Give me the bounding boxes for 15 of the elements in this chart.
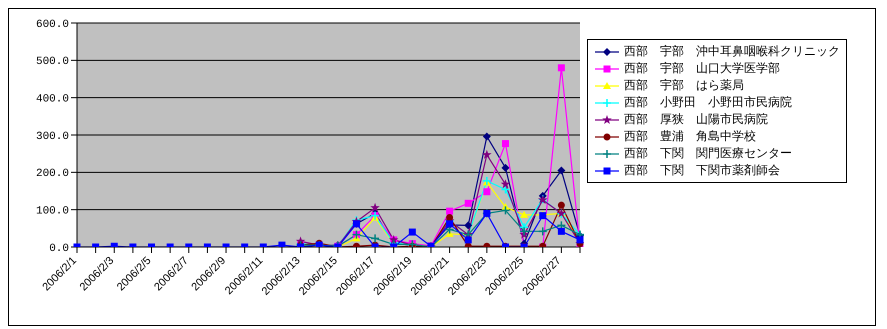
legend-label: 西部 宇部 沖中耳鼻咽喉科クリニック — [624, 43, 840, 60]
legend-label: 西部 厚狭 山陽市民病院 — [624, 111, 768, 128]
y-tick-label: 500.0 — [36, 56, 69, 68]
y-tick-label: 200.0 — [36, 168, 69, 180]
legend-label: 西部 宇部 はら薬局 — [624, 77, 744, 94]
legend-label: 西部 下関 関門医療センター — [624, 145, 792, 162]
y-tick-label: 300.0 — [36, 130, 69, 143]
legend-label: 西部 小野田 小野田市民病院 — [624, 94, 792, 111]
y-tick-label: 100.0 — [36, 206, 69, 218]
legend-label: 西部 豊浦 角島中学校 — [624, 128, 756, 145]
y-tick-label: 0.0 — [49, 242, 69, 255]
legend-label: 西部 下関 下関市薬剤師会 — [624, 162, 780, 179]
legend-label: 西部 宇部 山口大学医学部 — [624, 60, 780, 77]
y-tick-label: 600.0 — [36, 18, 69, 31]
y-tick-label: 400.0 — [36, 94, 69, 106]
